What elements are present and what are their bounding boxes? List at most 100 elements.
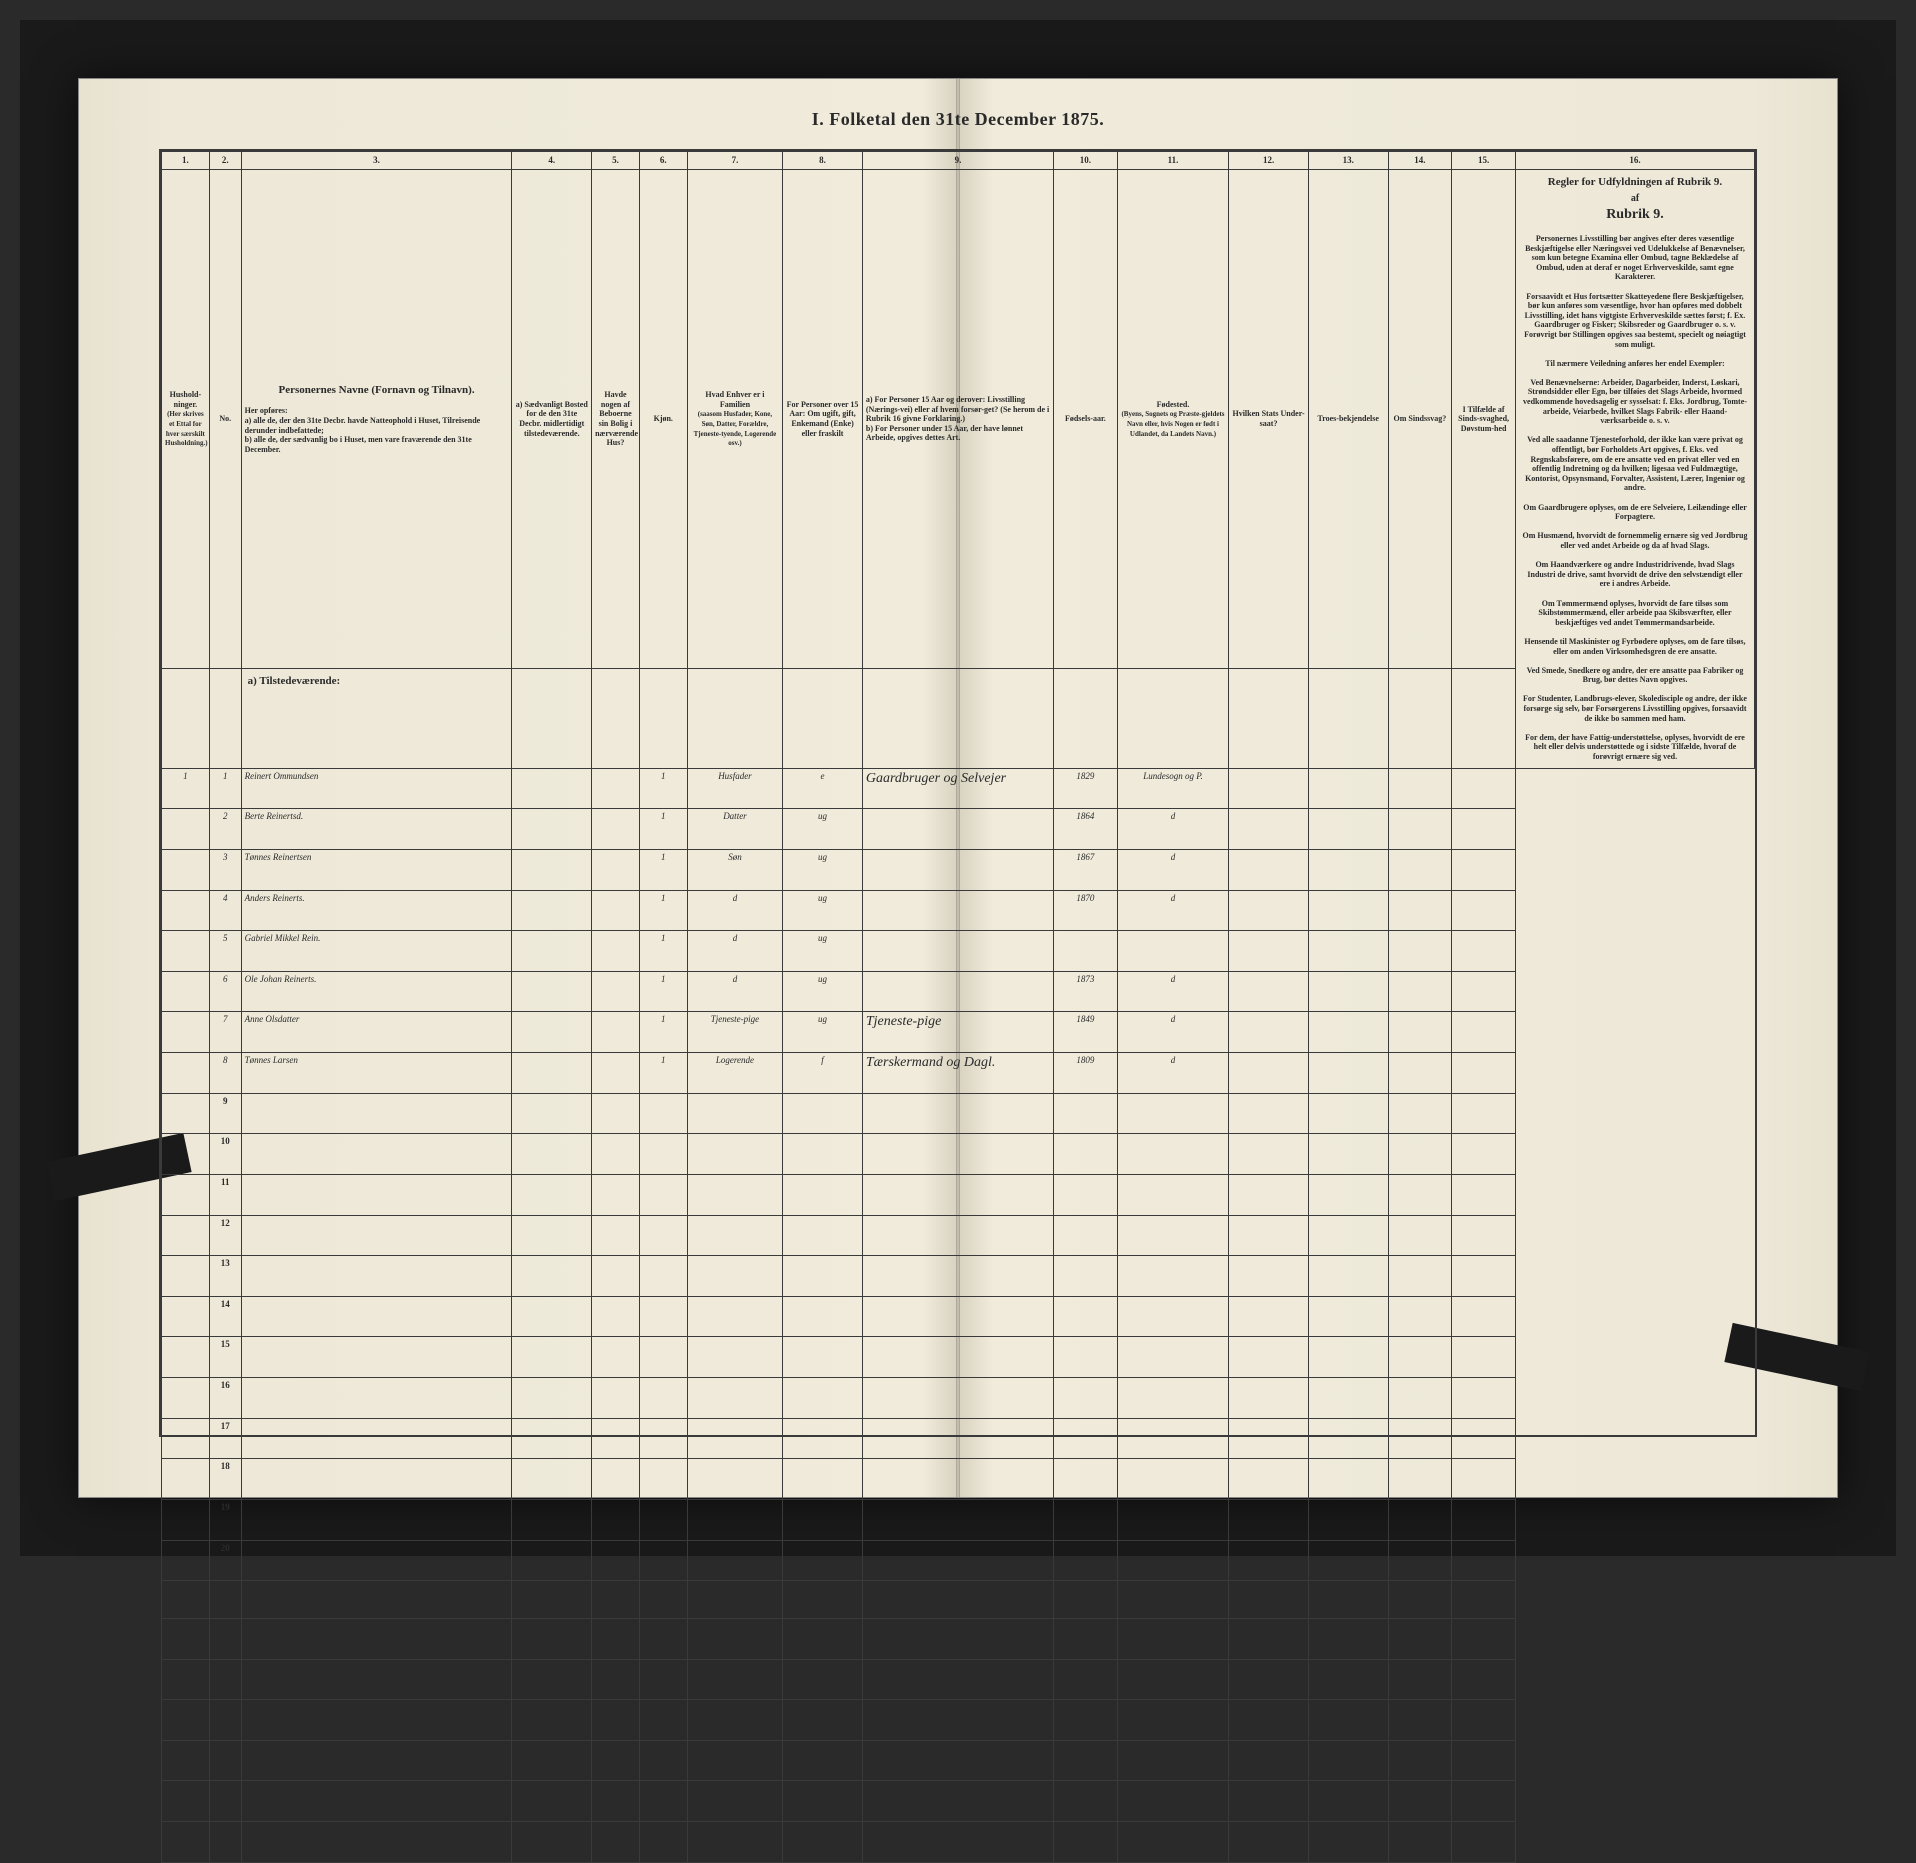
cell-name: Tønnes Larsen <box>241 1053 512 1094</box>
cell-sex: 1 <box>639 931 687 972</box>
cell-name: Ole Johan Reinerts. <box>241 971 512 1012</box>
cell-rownum: 6 <box>209 971 241 1012</box>
table-row: 11Reinert Ommundsen1HusfadereGaardbruger… <box>162 768 1755 809</box>
cell-household: 1 <box>162 768 210 809</box>
cell-12 <box>1229 809 1309 850</box>
cell-15 <box>1452 1012 1516 1053</box>
cell-sex: 1 <box>639 809 687 850</box>
cell-rownum: 10 <box>209 1134 241 1175</box>
cell-rownum: 15 <box>209 1337 241 1378</box>
cell-occupation <box>862 931 1053 972</box>
cell-5 <box>592 809 640 850</box>
cell-14 <box>1388 971 1452 1012</box>
cell-14 <box>1388 768 1452 809</box>
cell-family: Husfader <box>687 768 783 809</box>
cell-place: d <box>1117 849 1229 890</box>
cell-year: 1867 <box>1054 849 1118 890</box>
header-8: For Personer over 15 Aar: Om ugift, gift… <box>783 170 863 669</box>
cell-occupation: Tjeneste-pige <box>862 1012 1053 1053</box>
cell-rownum: 9 <box>209 1093 241 1134</box>
table-row: 15 <box>162 1337 1755 1378</box>
census-table: 1. 2. 3. 4. 5. 6. 7. 8. 9. 10. 11. 12. 1… <box>161 151 1755 1863</box>
cell-14 <box>1388 809 1452 850</box>
cell-place <box>1117 931 1229 972</box>
cell-rownum: 7 <box>209 1012 241 1053</box>
cell-year: 1870 <box>1054 890 1118 931</box>
table-row: 5 <box>162 1781 1755 1822</box>
cell-name: Anders Reinerts. <box>241 890 512 931</box>
cell-name: Berte Reinertsd. <box>241 809 512 850</box>
table-row: 2 <box>162 1659 1755 1700</box>
cell-4 <box>512 890 592 931</box>
cell-household <box>162 971 210 1012</box>
table-row: 12 <box>162 1215 1755 1256</box>
cell-4 <box>512 849 592 890</box>
table-row: 3 <box>162 1700 1755 1741</box>
cell-sex: 1 <box>639 1053 687 1094</box>
colnum-2: 2. <box>209 152 241 170</box>
colnum-1: 1. <box>162 152 210 170</box>
cell-rownum: 3 <box>209 1700 241 1741</box>
cell-5 <box>592 1053 640 1094</box>
cell-marital: ug <box>783 809 863 850</box>
cell-sex: 1 <box>639 849 687 890</box>
table-row: 17 <box>162 1418 1755 1459</box>
section-b-row: b) Fraværende: b) Kjendt eller formodet … <box>162 1581 1755 1619</box>
cell-12 <box>1229 971 1309 1012</box>
table-row: 1 <box>162 1618 1755 1659</box>
cell-year: 1849 <box>1054 1012 1118 1053</box>
header-1: Hushold-ninger.(Her skrives et Ettal for… <box>162 170 210 669</box>
table-row: 3Tønnes Reinertsen1Sønug1867d <box>162 849 1755 890</box>
cell-household <box>162 1053 210 1094</box>
cell-name: Anne Olsdatter <box>241 1012 512 1053</box>
cell-13 <box>1308 1053 1388 1094</box>
cell-5 <box>592 849 640 890</box>
cell-15 <box>1452 768 1516 809</box>
cell-marital: ug <box>783 890 863 931</box>
cell-4 <box>512 809 592 850</box>
header-10: Fødsels-aar. <box>1054 170 1118 669</box>
cell-rownum: 14 <box>209 1296 241 1337</box>
cell-year: 1873 <box>1054 971 1118 1012</box>
cell-year: 1809 <box>1054 1053 1118 1094</box>
cell-15 <box>1452 890 1516 931</box>
cell-4 <box>512 1012 592 1053</box>
cell-rownum: 2 <box>209 1659 241 1700</box>
table-row: 8Tønnes Larsen1LogerendefTærskermand og … <box>162 1053 1755 1094</box>
cell-13 <box>1308 849 1388 890</box>
cell-marital: ug <box>783 849 863 890</box>
colnum-7: 7. <box>687 152 783 170</box>
cell-household <box>162 849 210 890</box>
cell-rownum: 19 <box>209 1499 241 1540</box>
colnum-8: 8. <box>783 152 863 170</box>
cell-family: Tjeneste-pige <box>687 1012 783 1053</box>
cell-place: d <box>1117 971 1229 1012</box>
cell-family: Logerende <box>687 1053 783 1094</box>
header-7: Hvad Enhver er i Familien(saasom Husfade… <box>687 170 783 669</box>
cell-family: d <box>687 931 783 972</box>
cell-15 <box>1452 931 1516 972</box>
cell-household <box>162 931 210 972</box>
cell-4 <box>512 1053 592 1094</box>
header-6: Kjøn. <box>639 170 687 669</box>
cell-12 <box>1229 931 1309 972</box>
table-row: 16 <box>162 1378 1755 1419</box>
cell-rownum: 5 <box>209 1781 241 1822</box>
cell-4 <box>512 768 592 809</box>
cell-name: Gabriel Mikkel Rein. <box>241 931 512 972</box>
cell-13 <box>1308 768 1388 809</box>
colnum-12: 12. <box>1229 152 1309 170</box>
cell-13 <box>1308 1012 1388 1053</box>
colnum-4: 4. <box>512 152 592 170</box>
cell-rownum: 5 <box>209 931 241 972</box>
colnum-5: 5. <box>592 152 640 170</box>
cell-rownum: 11 <box>209 1174 241 1215</box>
cell-place: d <box>1117 809 1229 850</box>
census-ledger: 1. 2. 3. 4. 5. 6. 7. 8. 9. 10. 11. 12. 1… <box>159 149 1757 1437</box>
cell-sex: 1 <box>639 890 687 931</box>
cell-5 <box>592 1012 640 1053</box>
colnum-11: 11. <box>1117 152 1229 170</box>
colnum-10: 10. <box>1054 152 1118 170</box>
cell-4 <box>512 971 592 1012</box>
header-3: Personernes Navne (Fornavn og Tilnavn).H… <box>241 170 512 669</box>
